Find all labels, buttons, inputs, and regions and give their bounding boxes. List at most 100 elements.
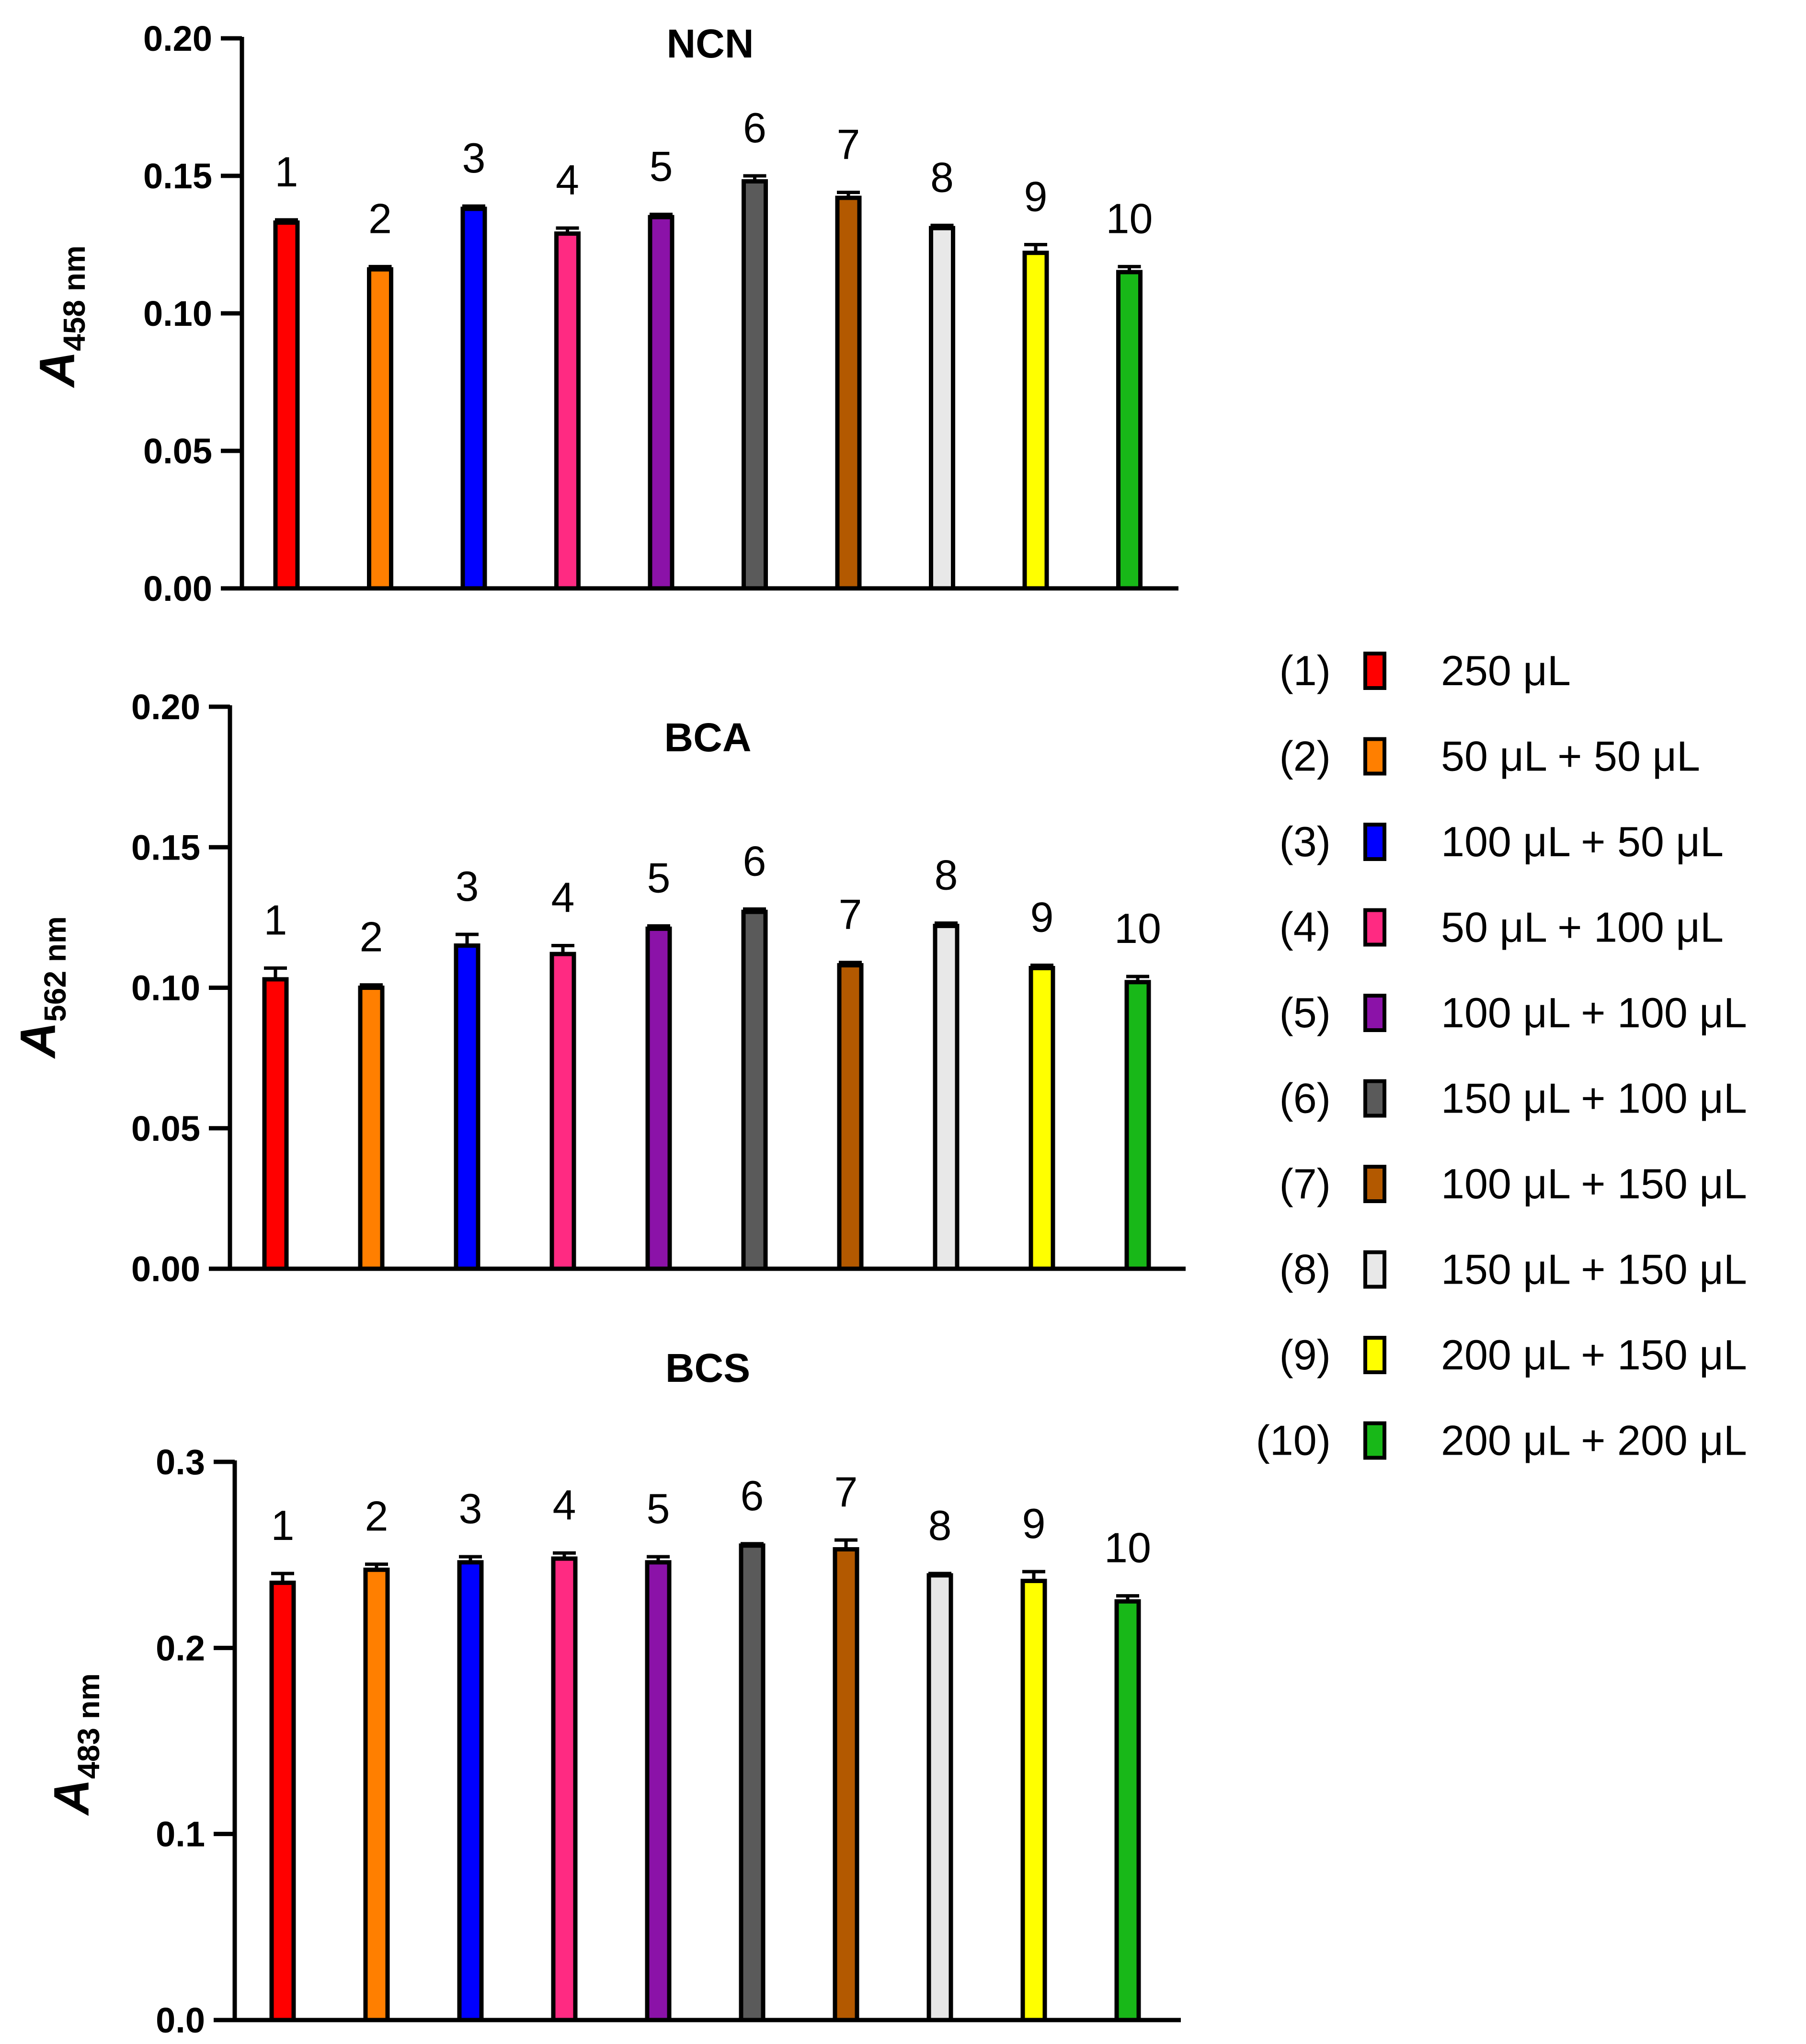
- legend-item-label: 50 μL + 100 μL: [1441, 904, 1724, 951]
- bar-number-label: 4: [551, 874, 575, 921]
- y-tick-label: 0.10: [131, 968, 200, 1008]
- chart-panel-ncn: NCN A458 nm 0.00 0.05 0.10 0.15 0.20 1 2 3 4 5 6 7 8 9 1…: [30, 19, 1178, 609]
- legend-swatch: [1363, 1421, 1386, 1460]
- y-tick-label: 0.15: [131, 827, 200, 867]
- bar-group-1: 1: [269, 1502, 296, 2022]
- legend-item-number: (10): [1256, 1417, 1331, 1464]
- bar-number-label: 10: [1106, 195, 1153, 242]
- bar-number-label: 1: [271, 1502, 295, 1549]
- bar: [358, 986, 385, 1271]
- chart-panel-bcs: BCS A483 nm 0.0 0.1 0.2 0.3 1 2 3 4 5 6 7 8 9 10: [44, 1345, 1181, 2040]
- bar-number-label: 2: [360, 913, 383, 961]
- y-axis-label-subscript: 458 nm: [57, 245, 91, 351]
- chart-title: BCA: [664, 715, 752, 760]
- bar-number-label: 9: [1022, 1500, 1046, 1547]
- bar-number-label: 9: [1030, 894, 1054, 941]
- legend-item-number: (4): [1279, 904, 1331, 951]
- bar-number-label: 6: [743, 837, 766, 884]
- y-tick-label: 0.2: [156, 1628, 205, 1668]
- bar-number-label: 3: [456, 862, 479, 910]
- bar: [933, 923, 960, 1271]
- bar: [1022, 251, 1049, 591]
- y-axis-label-symbol: A: [44, 1779, 100, 1816]
- legend-item-label: 250 μL: [1441, 647, 1571, 694]
- legend-item-label: 50 μL + 50 μL: [1441, 733, 1700, 780]
- bar: [363, 1567, 390, 2022]
- bar-group-2: 2: [367, 195, 393, 591]
- bar: [367, 267, 393, 591]
- y-tick-label: 0.00: [143, 569, 212, 609]
- y-axis-label-symbol: A: [11, 1022, 66, 1059]
- bar-group-9: 9: [1029, 894, 1055, 1271]
- y-tick-label: 0.20: [131, 687, 200, 727]
- legend-swatch: [1363, 908, 1386, 947]
- legend-item-label: 200 μL + 200 μL: [1441, 1417, 1747, 1464]
- bar-group-4: 4: [554, 156, 581, 591]
- bar-group-10: 10: [1114, 905, 1161, 1271]
- bar-group-3: 3: [457, 1485, 484, 2022]
- legend-item-label: 150 μL + 150 μL: [1441, 1246, 1747, 1293]
- bar: [460, 207, 487, 591]
- bar-number-label: 1: [264, 896, 287, 943]
- y-tick-label: 0.3: [156, 1442, 205, 1482]
- bar: [742, 179, 768, 591]
- legend-item-label: 100 μL + 150 μL: [1441, 1160, 1747, 1207]
- legend-item: (3) 100 μL + 50 μL: [1279, 818, 1723, 865]
- legend-swatch: [1363, 994, 1386, 1032]
- legend-swatch: [1363, 737, 1386, 776]
- legend-swatch: [1363, 1165, 1386, 1203]
- bar-group-6: 6: [739, 1472, 766, 2022]
- bar: [837, 963, 864, 1271]
- y-axis-label: A483 nm: [44, 1673, 106, 1816]
- bar: [739, 1543, 766, 2022]
- y-axis-label-subscript: 483 nm: [71, 1673, 106, 1779]
- legend-swatch: [1363, 652, 1386, 690]
- bar: [262, 977, 289, 1271]
- bar-group-9: 9: [1020, 1500, 1047, 2022]
- bar-number-label: 4: [556, 156, 579, 204]
- y-tick-label: 0.1: [156, 1814, 205, 1854]
- legend-item: (6) 150 μL + 100 μL: [1279, 1075, 1747, 1122]
- bar-number-label: 5: [647, 854, 671, 901]
- y-axis-label-subscript: 562 nm: [38, 916, 72, 1022]
- bar-number-label: 10: [1114, 905, 1161, 952]
- legend-item-number: (2): [1279, 733, 1331, 780]
- bar-group-7: 7: [837, 891, 864, 1271]
- bar-number-label: 3: [459, 1485, 482, 1532]
- legend-item-label: 150 μL + 100 μL: [1441, 1075, 1747, 1122]
- bar: [645, 926, 672, 1271]
- legend-item: (4) 50 μL + 100 μL: [1279, 904, 1723, 951]
- bar-number-label: 2: [365, 1493, 389, 1540]
- legend-item-label: 200 μL + 150 μL: [1441, 1331, 1747, 1378]
- bar-group-10: 10: [1106, 195, 1153, 591]
- bar: [269, 1580, 296, 2022]
- bar-number-label: 9: [1024, 173, 1048, 220]
- bar-group-7: 7: [833, 1468, 859, 2022]
- y-tick-label: 0.05: [131, 1109, 200, 1148]
- y-axis-label: A458 nm: [30, 245, 91, 389]
- bar-number-label: 8: [928, 1502, 952, 1549]
- legend-swatch: [1363, 1336, 1386, 1374]
- bar-number-label: 10: [1104, 1524, 1151, 1572]
- bar: [835, 195, 862, 591]
- legend-item-number: (5): [1279, 989, 1331, 1036]
- y-tick-label: 0.00: [131, 1249, 200, 1289]
- bar-number-label: 6: [741, 1472, 764, 1519]
- bar-group-2: 2: [363, 1493, 390, 2022]
- bar-group-5: 5: [645, 1485, 672, 2022]
- bar-group-1: 1: [262, 896, 289, 1271]
- legend-item-number: (1): [1279, 647, 1331, 694]
- y-tick-label: 0.15: [143, 156, 212, 196]
- chart-title: NCN: [667, 21, 754, 66]
- bar-group-6: 6: [742, 104, 768, 591]
- legend-item-label: 100 μL + 50 μL: [1441, 818, 1724, 865]
- chart-title: BCS: [665, 1345, 750, 1390]
- bar-group-4: 4: [551, 1481, 578, 2022]
- y-tick-label: 0.10: [143, 294, 212, 333]
- legend-item: (10) 200 μL + 200 μL: [1256, 1417, 1747, 1464]
- bar: [554, 231, 581, 591]
- bar-number-label: 8: [930, 153, 954, 201]
- bar-number-label: 6: [743, 104, 766, 151]
- legend-item: (8) 150 μL + 150 μL: [1279, 1246, 1747, 1293]
